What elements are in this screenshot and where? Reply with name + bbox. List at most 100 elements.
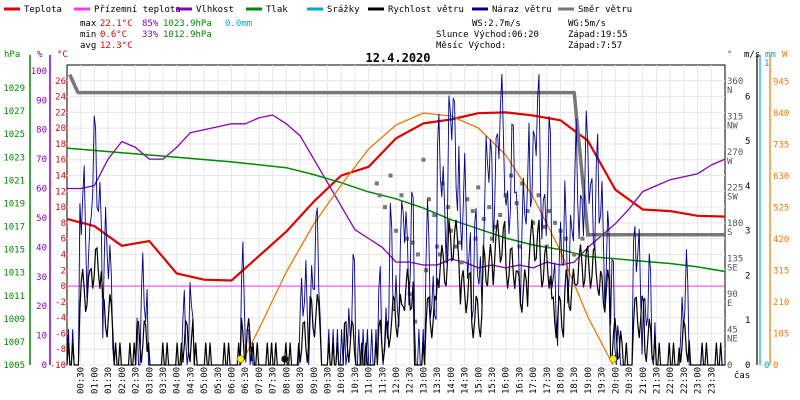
wind-direction-point [388, 173, 393, 178]
pct-tick-label: 50 [36, 214, 47, 224]
legend-label: Směr větru [578, 5, 632, 15]
x-tick-label: 20:30 [625, 367, 635, 394]
c-tick-label: -6 [55, 329, 66, 339]
x-tick-label: 02:00 [118, 367, 128, 394]
dir-tick-compass: W [727, 157, 733, 167]
wind-direction-point [437, 252, 442, 257]
stat-sun: Slunce Východ:06:20 [436, 30, 539, 40]
wind-direction-point [394, 228, 398, 233]
c-tick-label: -4 [55, 314, 66, 324]
x-tick-label: 08:30 [296, 367, 306, 394]
w-tick-label: 840 [773, 109, 789, 119]
x-tick-label: 21:30 [652, 367, 662, 394]
x-tick-label: 05:30 [214, 367, 224, 394]
pct-tick-label: 0 [42, 361, 47, 371]
legend-label: Náraz větru [492, 5, 552, 15]
sun-moon-marker [609, 355, 617, 363]
legend-label: Rychlost větru [388, 5, 464, 15]
wind-direction-point [542, 224, 547, 229]
w-tick-label: 735 [773, 141, 789, 151]
hpa-tick-label: 1027 [3, 107, 25, 117]
wind-direction-point [498, 213, 503, 217]
series-naraz-vetru [66, 73, 725, 366]
pct-tick-label: 70 [36, 155, 47, 165]
hpa-tick-label: 1021 [3, 176, 25, 186]
c-tick-label: 14 [55, 172, 66, 182]
hpa-tick-label: 1005 [3, 361, 25, 371]
c-tick-label: 18 [55, 140, 66, 150]
x-tick-label: 05:00 [200, 367, 210, 394]
w-tick-label: 945 [773, 78, 789, 88]
x-tick-label: 08:00 [282, 367, 292, 394]
wind-direction-point [563, 236, 568, 241]
x-tick-label: 18:30 [570, 367, 580, 394]
ms-tick-label: 5 [745, 137, 750, 147]
wind-direction-point [470, 209, 475, 214]
mm-tick-label: 0 [764, 361, 769, 371]
c-tick-label: 8 [61, 219, 66, 229]
stat-max-rain: 0.0mm [225, 19, 252, 29]
wind-direction-point [476, 185, 481, 190]
x-tick-label: 16:00 [502, 367, 512, 394]
wind-direction-point [547, 209, 552, 214]
dir-tick-label: 315 [727, 112, 743, 122]
c-tick-label: 4 [61, 250, 66, 260]
wind-direction-point [432, 213, 437, 217]
x-tick-label: 15:30 [488, 367, 498, 394]
w-tick-label: 0 [773, 361, 778, 371]
dir-tick-compass: N [727, 86, 732, 96]
hpa-unit: hPa [4, 50, 20, 60]
hpa-tick-label: 1023 [3, 153, 25, 163]
wind-direction-point [553, 220, 558, 225]
stat-max-label: max [80, 19, 97, 29]
ms-tick-label: 1 [745, 316, 750, 326]
x-tick-label: 09:00 [310, 367, 320, 394]
wind-direction-point [377, 193, 382, 198]
pct-tick-label: 60 [36, 185, 47, 195]
x-tick-label: 04:00 [173, 367, 183, 394]
x-tick-label: 11:00 [365, 367, 375, 394]
x-tick-label: 06:00 [228, 367, 238, 394]
x-tick-label: 13:30 [433, 367, 443, 394]
dir-tick-label: 225 [727, 183, 743, 193]
dir-tick-compass: E [727, 299, 732, 309]
wind-direction-point [517, 244, 522, 249]
stat-avg-label: avg [80, 41, 96, 51]
dir-tick-label: 90 [727, 290, 738, 300]
chart-legend: Teplota Přízemní teplota Vlhkost Tlak Srážky… [4, 5, 632, 15]
x-tick-label: 03:00 [145, 367, 155, 394]
hpa-tick-label: 1025 [3, 130, 25, 140]
wind-direction-point [383, 205, 388, 210]
stat-min-label: min [80, 30, 96, 40]
pct-tick-label: 20 [36, 302, 47, 312]
wind-direction-point [399, 193, 404, 198]
ms-tick-label: 3 [745, 227, 750, 237]
x-tick-label: 00:30 [77, 367, 87, 394]
x-tick-label: 10:00 [337, 367, 347, 394]
hpa-tick-label: 1019 [3, 199, 25, 209]
w-tick-label: 105 [773, 330, 789, 340]
c-tick-label: 22 [55, 108, 66, 118]
wind-direction-point [525, 209, 530, 214]
stat-max-press: 1023.9hPa [163, 19, 212, 29]
wind-direction-point [446, 205, 451, 210]
series-teplota [66, 111, 726, 282]
x-tick-label: 01:00 [90, 367, 100, 394]
x-axis-label: čas [734, 370, 750, 381]
dir-tick-compass: NW [727, 121, 738, 131]
c-tick-label: 24 [55, 93, 66, 103]
wind-direction-point [415, 252, 420, 257]
stat-moon: Měsíc Východ: [436, 41, 506, 51]
wind-direction-point [413, 319, 418, 324]
hpa-tick-label: 1013 [3, 269, 25, 279]
pct-tick-label: 90 [36, 96, 47, 106]
x-tick-label: 19:30 [598, 367, 608, 394]
x-tick-label: 22:00 [666, 367, 676, 394]
wind-direction-point [465, 197, 470, 202]
hpa-tick-label: 1029 [3, 84, 25, 94]
legend-label: Tlak [266, 5, 288, 15]
x-tick-label: 07:00 [255, 367, 265, 394]
stat-moon-set: Západ:7:57 [568, 41, 622, 51]
axes-group: 00:30 01:00 01:30 02:00 02:30 03:00 03:30 04:00… [3, 55, 789, 394]
x-tick-label: 12:00 [392, 367, 402, 394]
